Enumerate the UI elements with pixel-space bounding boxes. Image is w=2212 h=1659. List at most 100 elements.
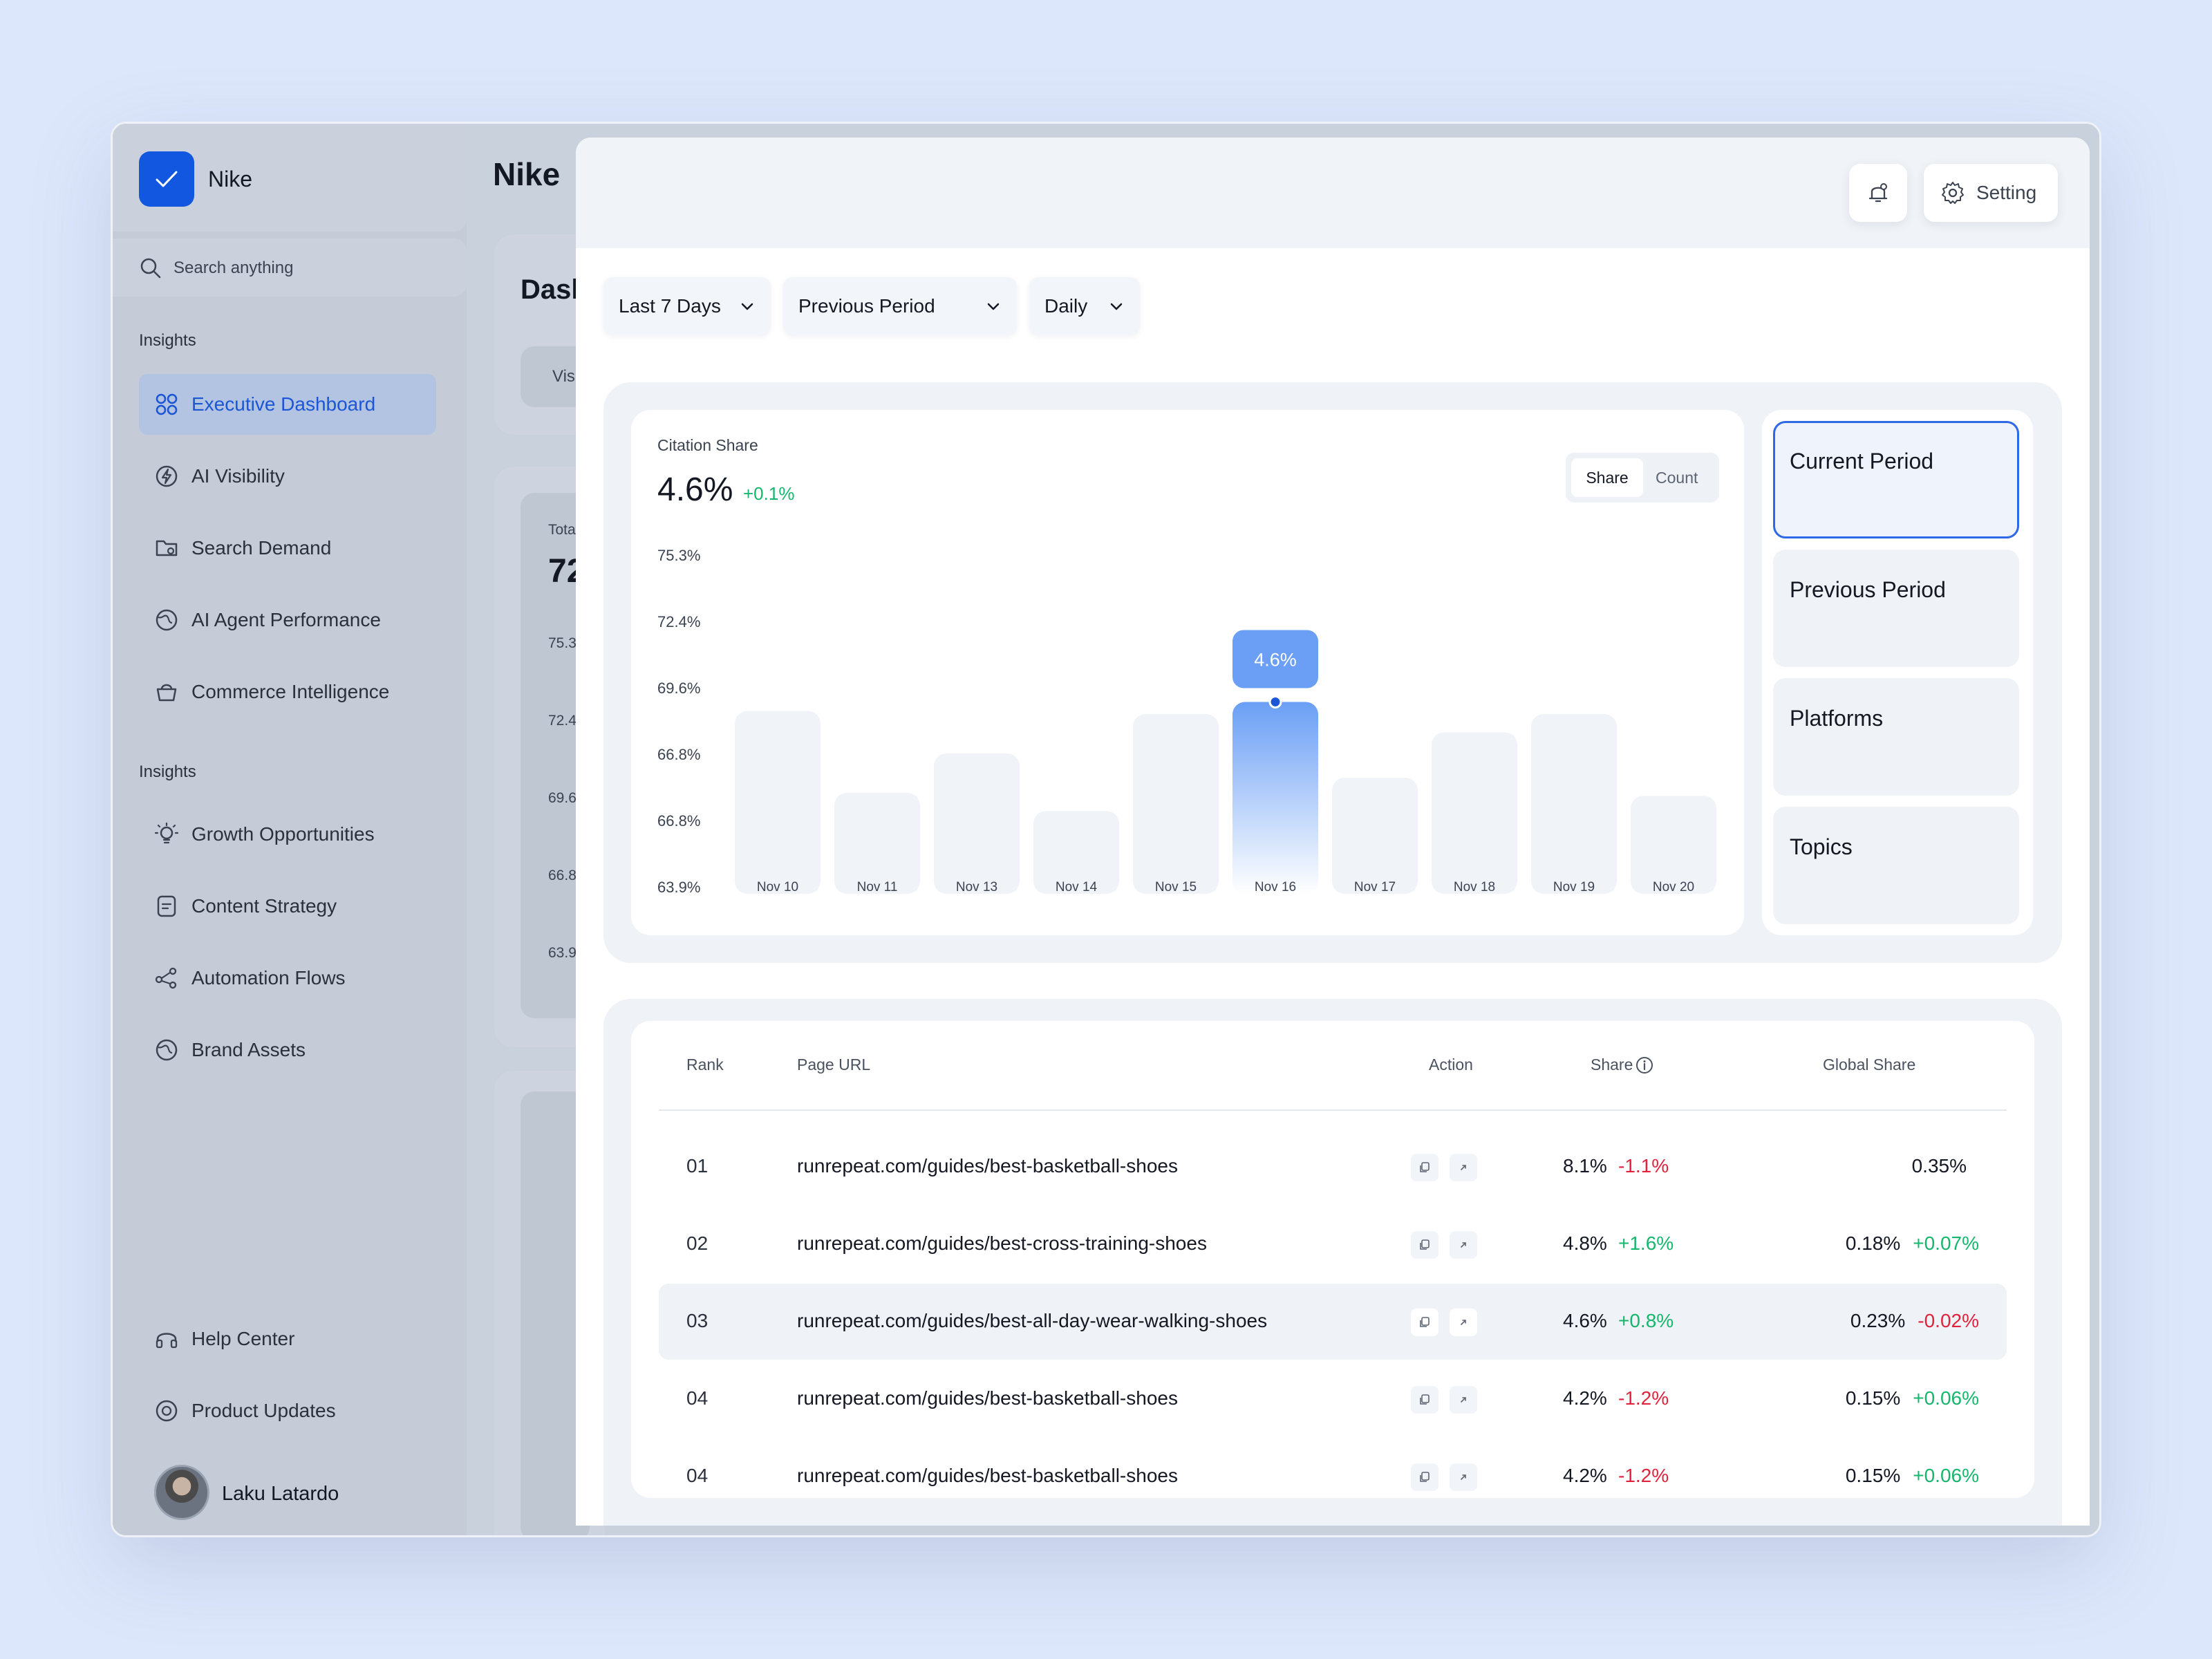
sidebar-item-ai-visibility[interactable]: AI Visibility [139, 446, 436, 507]
toggle-share[interactable]: Share [1571, 458, 1643, 497]
sidebar-item-automation-flows[interactable]: Automation Flows [139, 948, 436, 1009]
option-current-period[interactable]: Current Period [1773, 421, 2019, 538]
search-input[interactable]: Search anything [113, 238, 467, 297]
x-tick-label: Nov 11 [857, 880, 898, 894]
table-row[interactable]: 04 runrepeat.com/guides/best-basketball-s… [659, 1438, 2007, 1515]
globe-icon [156, 1039, 178, 1061]
option-label: Previous Period [1790, 577, 1946, 602]
document-icon [157, 895, 176, 917]
avatar[interactable] [154, 1465, 209, 1520]
x-tick-label: Nov 14 [1056, 880, 1098, 894]
open-link-button[interactable] [1450, 1463, 1477, 1491]
column-header-action: Action [1429, 1056, 1473, 1074]
global-share-cell: 0.23% -0.02% [1850, 1310, 1979, 1332]
sidebar-item-help-center[interactable]: Help Center [139, 1309, 436, 1369]
sidebar-item-label: AI Visibility [191, 465, 285, 487]
sidebar-item-brand-assets[interactable]: Brand Assets [139, 1020, 436, 1080]
option-previous-period[interactable]: Previous Period [1773, 550, 2019, 667]
bar[interactable] [834, 793, 920, 894]
option-topics[interactable]: Topics [1773, 807, 2019, 924]
url-cell[interactable]: runrepeat.com/guides/best-all-day-wear-w… [797, 1310, 1268, 1331]
bar[interactable] [1133, 714, 1219, 894]
option-platforms[interactable]: Platforms [1773, 678, 2019, 796]
sidebar-item-commerce-intelligence[interactable]: Commerce Intelligence [139, 662, 436, 722]
url-cell[interactable]: runrepeat.com/guides/best-basketball-sho… [797, 1465, 1178, 1486]
rank-cell: 01 [686, 1155, 709, 1177]
headset-icon [156, 1333, 178, 1349]
background-tick: 66.8 [548, 868, 577, 883]
y-tick-label: 75.3% [657, 547, 700, 564]
user-name: Laku Latardo [222, 1483, 339, 1505]
comparison-dropdown[interactable]: Previous Period [783, 277, 1017, 335]
sidebar-item-search-demand[interactable]: Search Demand [139, 518, 436, 579]
setting-button[interactable]: Setting [1924, 164, 2058, 222]
url-cell[interactable]: runrepeat.com/guides/best-basketball-sho… [797, 1155, 1178, 1177]
sidebar-item-content-strategy[interactable]: Content Strategy [139, 876, 436, 937]
copy-button[interactable] [1411, 1463, 1438, 1491]
gear-icon [1942, 182, 1964, 204]
bar[interactable] [1432, 732, 1517, 894]
table-row[interactable]: 01 runrepeat.com/guides/best-basketball-s… [659, 1129, 2007, 1205]
open-link-button[interactable] [1450, 1231, 1477, 1259]
toggle-count[interactable]: Count [1656, 469, 1698, 487]
app-name: Nike [208, 167, 253, 191]
column-header-rank: Rank [686, 1056, 724, 1074]
sidebar-item-label: Content Strategy [191, 895, 337, 917]
open-link-button[interactable] [1450, 1154, 1477, 1181]
arrow-up-right-icon [1461, 1242, 1466, 1248]
copy-button[interactable] [1411, 1386, 1438, 1414]
date-range-dropdown[interactable]: Last 7 Days [603, 277, 771, 335]
globe-icon [156, 609, 178, 631]
x-tick-label: Nov 13 [956, 880, 997, 894]
header-divider [659, 1109, 2007, 1111]
share-delta: -1.1% [1618, 1155, 1669, 1177]
y-tick-label: 66.8% [657, 812, 700, 830]
bar[interactable] [1531, 714, 1617, 894]
background-tick: 69.6 [548, 790, 577, 806]
background-tick: 63.9 [548, 945, 577, 961]
info-icon[interactable] [1635, 1056, 1654, 1075]
url-cell[interactable]: runrepeat.com/guides/best-cross-training… [797, 1232, 1207, 1254]
sidebar-item-label: Executive Dashboard [191, 393, 376, 415]
app-logo[interactable] [139, 151, 194, 207]
sidebar-item-growth-opportunities[interactable]: Growth Opportunities [139, 804, 436, 865]
bar[interactable] [1332, 778, 1418, 894]
table-row[interactable]: 03 runrepeat.com/guides/best-all-day-wear… [659, 1284, 2007, 1360]
rank-cell: 04 [686, 1387, 709, 1409]
bar-highlighted[interactable] [1232, 702, 1318, 894]
bar[interactable] [934, 753, 1020, 894]
sidebar-item-executive-dashboard[interactable]: Executive Dashboard [139, 374, 436, 435]
share-value: 8.1% [1563, 1155, 1607, 1177]
copy-button[interactable] [1411, 1231, 1438, 1259]
granularity-dropdown[interactable]: Daily [1029, 277, 1140, 335]
sidebar-item-ai-agent-performance[interactable]: AI Agent Performance [139, 590, 436, 650]
notification-button[interactable] [1849, 164, 1907, 222]
open-link-button[interactable] [1450, 1309, 1477, 1336]
table-row[interactable]: 04 runrepeat.com/guides/best-basketball-s… [659, 1361, 2007, 1437]
tooltip-value: 4.6% [1254, 649, 1297, 670]
target-icon [156, 1400, 178, 1422]
pages-table-section: Rank Page URL Action Share Global Share … [603, 999, 2062, 1526]
copy-button[interactable] [1411, 1154, 1438, 1181]
pages-table: Rank Page URL Action Share Global Share … [631, 1021, 2034, 1498]
detail-panel: Setting Last 7 Days Previous Period Dail… [576, 138, 2090, 1526]
option-label: Topics [1790, 834, 1853, 859]
open-link-button[interactable] [1450, 1386, 1477, 1414]
dropdown-label: Daily [1044, 295, 1088, 317]
sidebar: Nike Search anything Insights Executive … [113, 124, 467, 1535]
sidebar-item-product-updates[interactable]: Product Updates [139, 1380, 436, 1441]
app-window: Nike Search anything Insights Executive … [111, 122, 2101, 1537]
bar[interactable] [735, 711, 821, 894]
arrow-up-right-icon [1461, 1320, 1466, 1325]
column-header-global-share: Global Share [1823, 1056, 1916, 1074]
url-cell[interactable]: runrepeat.com/guides/best-basketball-sho… [797, 1387, 1178, 1409]
bar[interactable] [1033, 811, 1119, 894]
global-share-delta: +0.06% [1913, 1387, 1979, 1409]
chart-value: 4.6% [657, 471, 733, 508]
toggle-share-label: Share [1586, 469, 1629, 487]
copy-button[interactable] [1411, 1309, 1438, 1336]
bar[interactable] [1631, 796, 1716, 894]
sidebar-item-label: Commerce Intelligence [191, 681, 390, 702]
table-row[interactable]: 02 runrepeat.com/guides/best-cross-traini… [659, 1206, 2007, 1282]
option-label: Platforms [1790, 706, 1884, 731]
